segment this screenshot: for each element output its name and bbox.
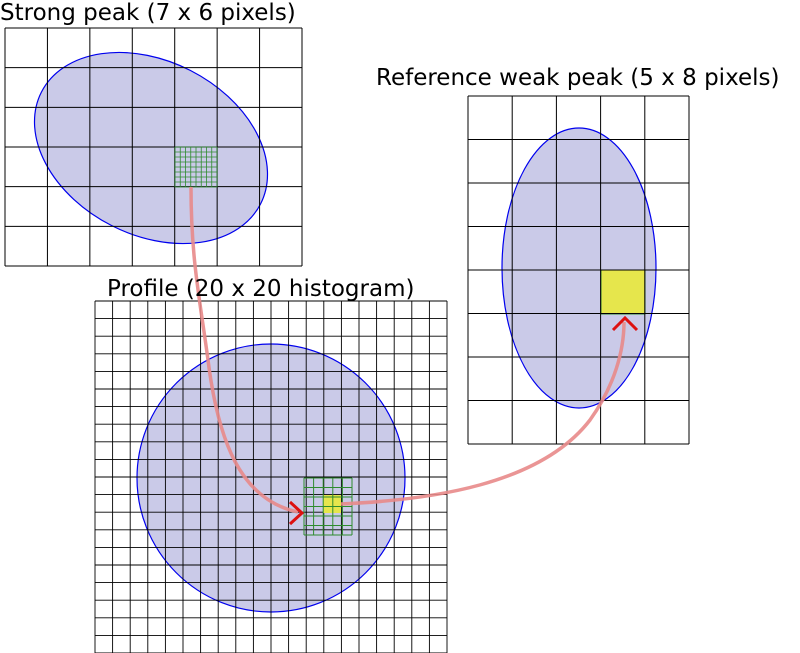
strong-peak-subpixel-grid — [174, 146, 218, 188]
strong-peak-title: Strong peak (7 x 6 pixels) — [0, 0, 296, 26]
reference-peak-title: Reference weak peak (5 x 8 pixels) — [376, 65, 780, 91]
reference-peak-ellipse — [501, 127, 657, 409]
profile-title: Profile (20 x 20 histogram) — [107, 276, 415, 302]
profile-histogram-grid — [94, 300, 448, 653]
strong-to-profile-arrow-head — [288, 500, 305, 526]
reference-highlight-cell — [600, 269, 646, 315]
strong-peak-panel — [4, 27, 303, 267]
profile-panel — [94, 300, 448, 653]
reference-peak-panel — [467, 95, 690, 445]
profile-to-reference-arrow — [340, 321, 626, 506]
profile-to-reference-arrow-head — [611, 315, 639, 332]
strong-peak-ellipse — [33, 51, 269, 245]
strong-to-profile-arrow — [189, 186, 299, 514]
profile-highlight-cell — [323, 495, 341, 513]
profile-subpixel-grid — [303, 477, 353, 536]
reference-peak-grid — [467, 95, 690, 445]
